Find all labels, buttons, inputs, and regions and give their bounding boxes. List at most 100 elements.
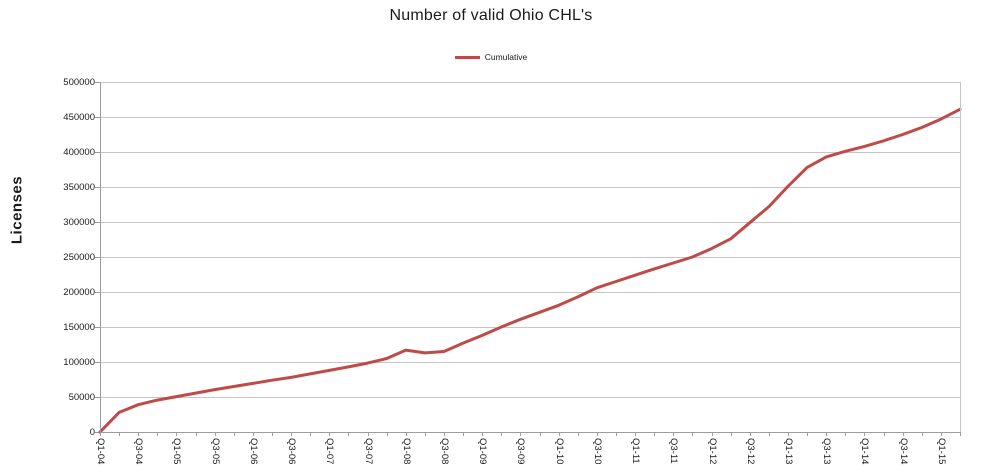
y-tick-label: 50000	[68, 392, 95, 403]
x-tick-mark	[195, 432, 197, 436]
gridline	[100, 82, 960, 83]
x-tick-mark	[902, 432, 904, 436]
x-tick-mark	[214, 432, 216, 436]
x-tick-label: Q3-10	[591, 438, 603, 465]
x-tick-label: Q3-04	[133, 438, 145, 465]
y-tick-mark	[95, 327, 100, 328]
x-tick-mark	[635, 432, 637, 436]
x-tick-mark	[520, 432, 522, 436]
x-tick-mark	[405, 432, 407, 436]
x-tick-mark	[424, 432, 426, 436]
legend-line-swatch	[454, 55, 480, 59]
gridline	[100, 257, 960, 258]
x-tick-mark	[960, 432, 961, 436]
gridline	[100, 152, 960, 153]
x-tick-label: Q1-08	[400, 438, 412, 465]
y-tick-mark	[95, 82, 100, 83]
plot-area	[98, 82, 962, 434]
y-tick-label: 100000	[63, 357, 95, 368]
x-tick-mark	[176, 432, 178, 436]
x-tick-label: Q3-08	[439, 438, 450, 465]
x-tick-mark	[501, 432, 503, 436]
y-tick-mark	[95, 187, 100, 188]
x-tick-mark	[692, 432, 694, 436]
x-tick-label: Q1-09	[477, 438, 489, 465]
gridline	[100, 187, 960, 188]
y-tick-label: 150000	[63, 322, 95, 333]
x-tick-mark	[730, 432, 732, 436]
x-tick-mark	[463, 432, 465, 436]
x-tick-mark	[482, 432, 484, 436]
x-tick-mark	[768, 432, 770, 436]
gridline	[100, 327, 960, 328]
data-line-svg	[98, 107, 962, 434]
x-tick-label: Q3-11	[668, 438, 680, 464]
x-tick-label: Q1-05	[171, 438, 183, 465]
x-tick-label: Q1-07	[324, 438, 336, 465]
x-tick-mark	[616, 432, 617, 436]
left-axis-line	[100, 82, 101, 433]
y-tick-label: 0	[89, 427, 95, 438]
x-tick-mark	[272, 432, 273, 436]
y-tick-mark	[95, 117, 100, 118]
x-tick-label: Q3-14	[897, 438, 909, 465]
gridline	[100, 362, 960, 363]
x-tick-label: Q1-12	[706, 438, 718, 465]
x-tick-label: Q1-06	[247, 438, 259, 465]
y-tick-label: 350000	[63, 182, 95, 193]
x-tick-mark	[940, 432, 942, 436]
x-tick-label: Q1-04	[95, 438, 106, 465]
x-tick-mark	[233, 432, 235, 436]
gridline	[100, 222, 960, 223]
x-tick-mark	[119, 432, 121, 436]
x-tick-mark	[138, 432, 140, 436]
x-tick-mark	[596, 432, 598, 436]
x-tick-mark	[883, 432, 885, 436]
x-tick-mark	[807, 432, 809, 436]
gridline	[100, 292, 960, 293]
y-tick-label: 500000	[63, 77, 95, 88]
y-tick-label: 450000	[63, 112, 95, 123]
x-tick-label: Q3-07	[362, 438, 374, 465]
x-tick-label: Q1-11	[630, 438, 642, 464]
x-tick-label: Q3-06	[286, 438, 298, 465]
y-tick-mark	[95, 292, 100, 293]
x-tick-mark	[577, 432, 579, 436]
x-tick-mark	[711, 432, 713, 436]
x-tick-label: Q1-13	[783, 438, 794, 465]
x-tick-mark	[252, 432, 254, 436]
x-tick-mark	[444, 432, 445, 436]
x-tick-mark	[329, 432, 331, 436]
x-tick-mark	[654, 432, 656, 436]
x-tick-mark	[864, 432, 866, 436]
data-line-cumulative	[98, 107, 962, 434]
x-tick-mark	[367, 432, 369, 436]
x-tick-label: Q3-09	[515, 438, 527, 465]
x-tick-label: Q3-13	[821, 438, 833, 465]
y-tick-label: 300000	[63, 217, 95, 228]
chart-title: Number of valid Ohio CHL's	[389, 7, 593, 24]
y-tick-mark	[95, 222, 100, 223]
y-tick-mark	[95, 362, 100, 363]
y-tick-mark	[95, 152, 100, 153]
x-tick-mark	[539, 432, 541, 436]
y-tick-mark	[95, 397, 100, 398]
x-tick-mark	[826, 432, 828, 436]
y-tick-label: 250000	[63, 252, 95, 263]
x-tick-mark	[310, 432, 312, 436]
x-tick-mark	[100, 432, 101, 436]
right-border-line	[960, 82, 961, 433]
y-tick-label: 400000	[63, 147, 95, 158]
x-tick-label: Q1-10	[553, 438, 565, 465]
x-tick-label: Q1-15	[935, 438, 947, 465]
x-tick-mark	[558, 432, 560, 436]
x-tick-mark	[921, 432, 923, 436]
gridline	[100, 117, 960, 118]
x-tick-mark	[348, 432, 350, 436]
gridline	[100, 397, 960, 398]
bottom-axis-line	[100, 432, 961, 433]
y-tick-label: 200000	[63, 287, 95, 298]
x-tick-label: Q3-05	[209, 438, 221, 465]
legend: Cumulative	[0, 51, 982, 63]
x-tick-mark	[788, 432, 789, 436]
